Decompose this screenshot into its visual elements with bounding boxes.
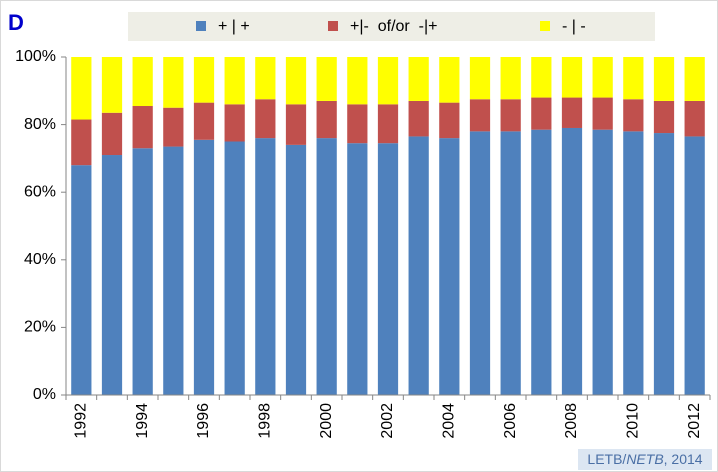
- bar-segment: [255, 57, 276, 100]
- source-box: [578, 449, 712, 470]
- bar-segment: [531, 129, 552, 396]
- bar-segment: [377, 57, 399, 105]
- y-tick-label: 100%: [15, 48, 56, 65]
- x-tick-label: 2012: [686, 403, 703, 439]
- bar-segment: [592, 129, 613, 396]
- x-tick-label: 2002: [379, 403, 396, 439]
- bar-segment: [224, 141, 245, 395]
- x-tick-label: 2004: [441, 403, 458, 439]
- bar-segment: [561, 57, 583, 98]
- bar-segment: [255, 138, 276, 395]
- bar-segment: [101, 112, 123, 156]
- bar-segment: [592, 57, 613, 98]
- legend-label: +|- of/or -|+: [350, 18, 437, 35]
- bar-segment: [684, 57, 705, 101]
- panel-label: D: [8, 10, 24, 35]
- bar-segment: [224, 104, 245, 142]
- source-part: , 2014: [664, 451, 703, 467]
- bar-segment: [469, 99, 491, 132]
- bar-segment: [623, 57, 644, 100]
- bar-segment: [623, 99, 644, 132]
- bar-segment: [255, 99, 276, 139]
- x-tick-label: 1996: [195, 403, 212, 439]
- y-tick-label: 40%: [24, 251, 56, 268]
- bar-segment: [408, 136, 429, 395]
- bar-segment: [285, 57, 307, 105]
- legend-swatch: [196, 21, 206, 31]
- legend-swatch: [328, 21, 338, 31]
- source-part: NETB: [626, 451, 663, 467]
- bar-segment: [561, 127, 583, 395]
- bar-segment: [500, 57, 521, 100]
- bar-segment: [684, 136, 705, 395]
- bar-segment: [163, 57, 184, 108]
- bar-segment: [408, 57, 429, 101]
- x-tick-label: 1998: [257, 403, 274, 439]
- bar-segment: [561, 97, 583, 128]
- bar-segment: [469, 57, 491, 100]
- bar-segment: [101, 155, 123, 395]
- bar-segment: [71, 57, 92, 120]
- bar-segment: [592, 97, 613, 130]
- x-tick-label: 2010: [625, 403, 642, 439]
- source: LETB/NETB, 2014: [587, 451, 702, 467]
- x-tick-label: 1994: [134, 403, 151, 439]
- bar-segment: [316, 138, 337, 395]
- bar-segment: [684, 100, 705, 137]
- bar-segment: [500, 99, 521, 132]
- bar-segment: [531, 57, 552, 98]
- bar-segment: [285, 104, 307, 145]
- bar-segment: [193, 102, 215, 140]
- y-tick-label: 0%: [33, 386, 56, 403]
- bar-segment: [224, 57, 245, 105]
- legend-label: + | +: [218, 18, 250, 35]
- bar-segment: [531, 97, 552, 130]
- x-tick-label: 2008: [563, 403, 580, 439]
- y-tick-label: 60%: [24, 183, 56, 200]
- bar-segment: [439, 102, 460, 139]
- x-tick-label: 2006: [502, 403, 519, 439]
- bar-segment: [439, 57, 460, 103]
- legend-label: - | -: [562, 18, 586, 35]
- x-tick-label: 1992: [73, 403, 90, 439]
- bar-segment: [285, 144, 307, 395]
- bar-segment: [653, 133, 675, 396]
- bar-segment: [377, 104, 399, 144]
- x-tick-label: 2000: [318, 403, 335, 439]
- bar-segment: [132, 57, 153, 107]
- y-tick-label: 20%: [24, 319, 56, 336]
- bar-segment: [623, 131, 644, 396]
- bar-segment: [316, 57, 337, 101]
- bar-segment: [500, 131, 521, 396]
- bar-segment: [163, 146, 184, 395]
- bar-segment: [132, 106, 153, 149]
- bar-segment: [316, 100, 337, 139]
- bar-segment: [101, 57, 123, 113]
- bar-segment: [163, 107, 184, 147]
- bar-segment: [132, 148, 153, 395]
- bar-segment: [347, 104, 368, 144]
- y-tick-label: 80%: [24, 116, 56, 133]
- legend-swatch: [540, 21, 550, 31]
- bar-segment: [377, 143, 399, 395]
- legend-box: [128, 12, 655, 41]
- bar-segment: [193, 57, 215, 103]
- bar-segment: [71, 165, 92, 395]
- bar-segment: [469, 131, 491, 396]
- source-part: LETB/: [587, 451, 626, 467]
- bar-segment: [347, 143, 368, 395]
- bar-segment: [71, 119, 92, 166]
- bar-segment: [653, 57, 675, 101]
- bar-segment: [653, 100, 675, 134]
- bar-segment: [439, 138, 460, 395]
- bar-segment: [408, 100, 429, 137]
- bar-segment: [347, 57, 368, 105]
- bar-segment: [193, 139, 215, 395]
